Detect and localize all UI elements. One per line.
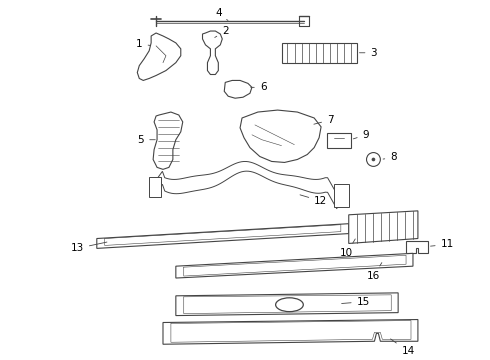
Polygon shape bbox=[327, 133, 351, 148]
Text: 4: 4 bbox=[215, 8, 228, 21]
Text: 10: 10 bbox=[340, 239, 355, 258]
Text: 16: 16 bbox=[367, 262, 382, 281]
Polygon shape bbox=[149, 177, 161, 197]
Text: 1: 1 bbox=[136, 39, 150, 49]
Polygon shape bbox=[176, 253, 413, 278]
Polygon shape bbox=[240, 110, 321, 162]
Text: 3: 3 bbox=[360, 48, 377, 58]
Text: 8: 8 bbox=[383, 153, 397, 162]
Polygon shape bbox=[97, 224, 349, 248]
Text: 7: 7 bbox=[314, 115, 334, 125]
Polygon shape bbox=[153, 112, 183, 169]
Circle shape bbox=[372, 158, 375, 161]
Text: 6: 6 bbox=[251, 82, 267, 93]
Text: 12: 12 bbox=[300, 195, 327, 206]
Polygon shape bbox=[334, 184, 349, 207]
Text: 5: 5 bbox=[138, 135, 155, 145]
Text: 11: 11 bbox=[431, 239, 454, 249]
Text: 14: 14 bbox=[391, 339, 415, 356]
Polygon shape bbox=[163, 320, 418, 344]
Text: 13: 13 bbox=[71, 242, 107, 253]
Polygon shape bbox=[153, 162, 337, 209]
Polygon shape bbox=[406, 242, 428, 253]
Text: 9: 9 bbox=[353, 130, 369, 140]
Polygon shape bbox=[202, 31, 222, 75]
Polygon shape bbox=[176, 293, 398, 316]
Text: 15: 15 bbox=[342, 297, 370, 307]
Polygon shape bbox=[137, 33, 181, 80]
Polygon shape bbox=[349, 211, 418, 243]
Polygon shape bbox=[224, 80, 252, 98]
Polygon shape bbox=[282, 43, 357, 63]
Text: 2: 2 bbox=[215, 26, 228, 37]
